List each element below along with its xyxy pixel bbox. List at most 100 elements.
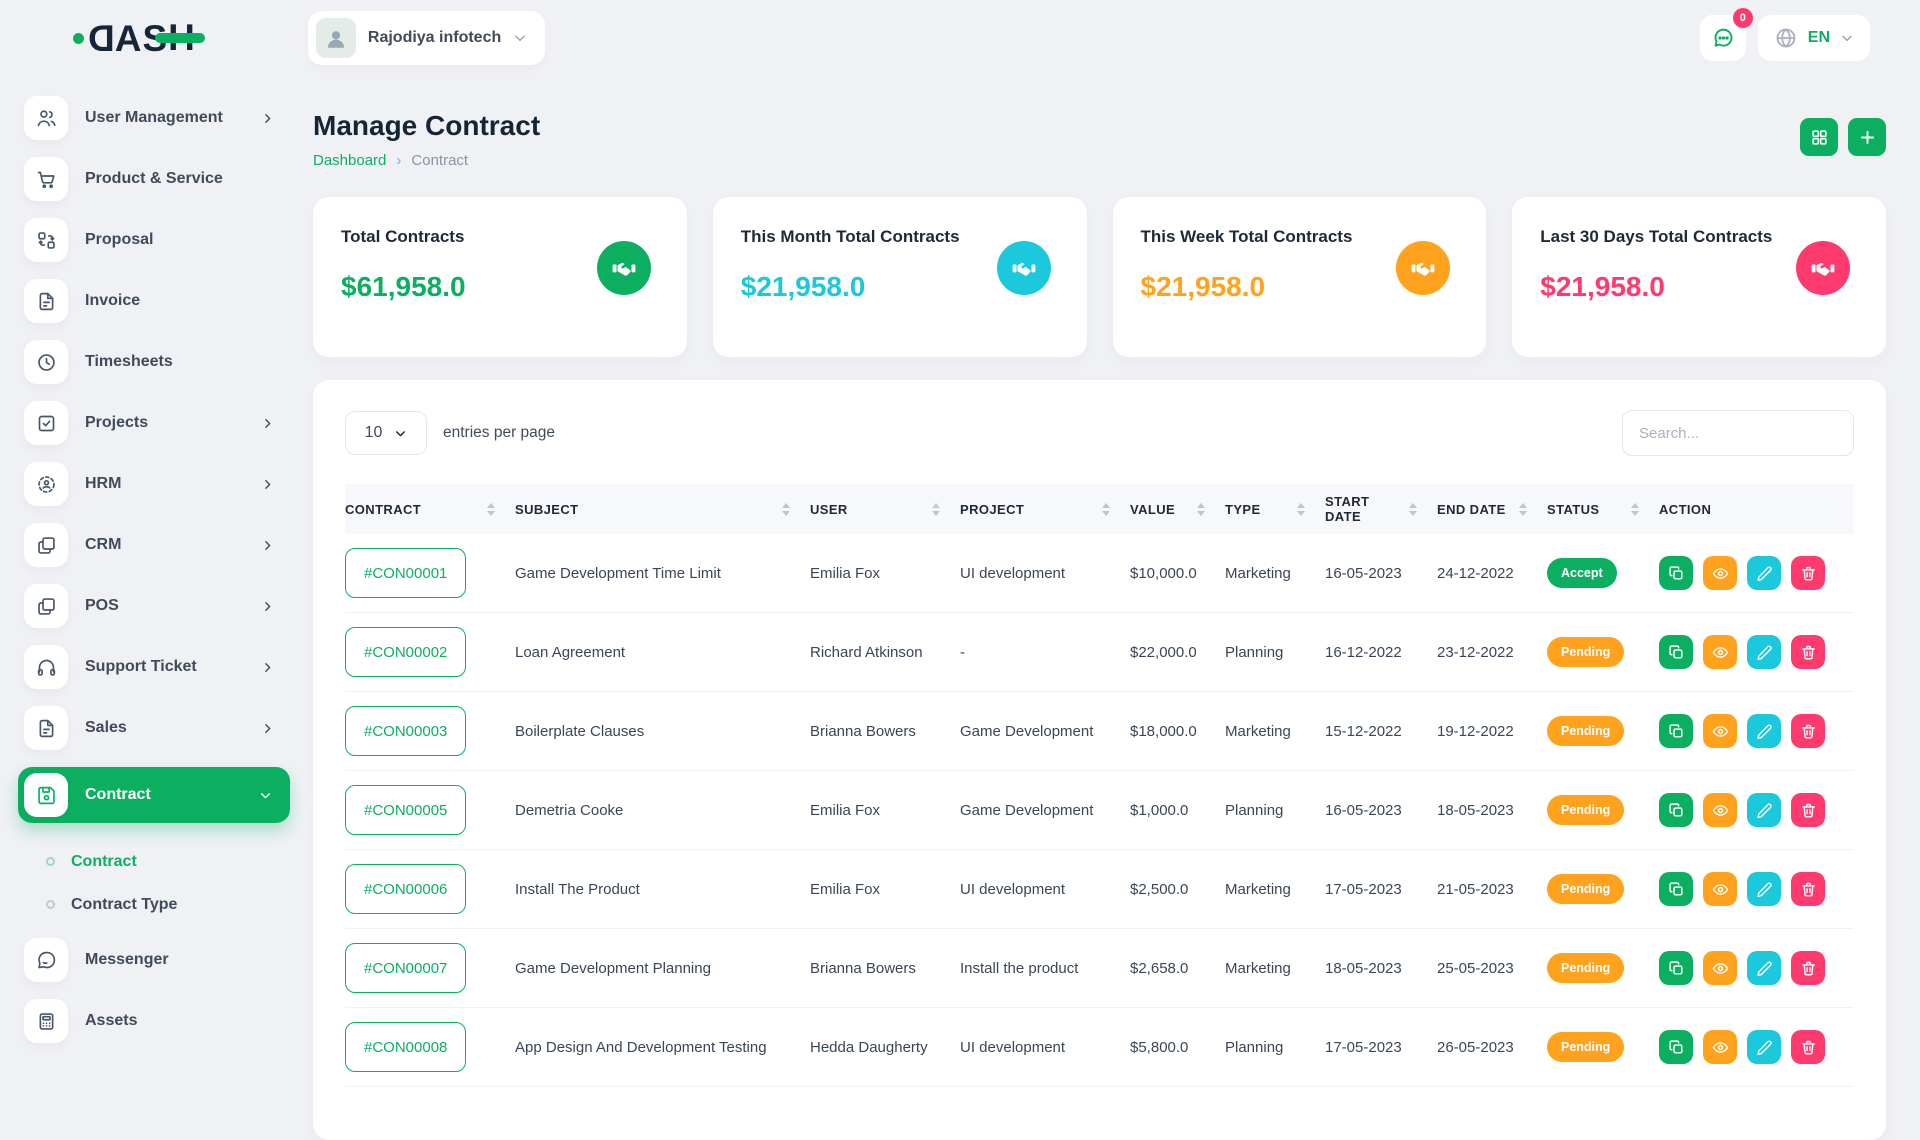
- cell-text: 16-05-2023: [1325, 565, 1402, 582]
- language-selector[interactable]: EN: [1758, 15, 1870, 61]
- view-button[interactable]: [1703, 635, 1737, 669]
- delete-button[interactable]: [1791, 1030, 1825, 1064]
- cell-text: Game Development Time Limit: [515, 565, 721, 582]
- company-selector[interactable]: Rajodiya infotech: [308, 11, 545, 65]
- delete-button[interactable]: [1791, 714, 1825, 748]
- sidebar-item-sales[interactable]: Sales: [24, 706, 290, 750]
- sidebar-subitem-contract[interactable]: Contract: [46, 840, 305, 883]
- column-header-action: ACTION: [1659, 502, 1854, 517]
- search-input[interactable]: [1622, 410, 1854, 456]
- contract-id-link[interactable]: #CON00005: [345, 785, 466, 835]
- column-header-value[interactable]: VALUE: [1130, 502, 1225, 517]
- delete-button[interactable]: [1791, 556, 1825, 590]
- contract-id-link[interactable]: #CON00007: [345, 943, 466, 993]
- sidebar-item-assets[interactable]: Assets: [24, 999, 290, 1043]
- sidebar-item-pos[interactable]: POS: [24, 584, 290, 628]
- copy-button[interactable]: [1659, 951, 1693, 985]
- sidebar-item-crm[interactable]: CRM: [24, 523, 290, 567]
- sidebar-item-support-ticket[interactable]: Support Ticket: [24, 645, 290, 689]
- chevron-down-icon: [394, 427, 407, 440]
- file-icon-box: [24, 279, 68, 323]
- sidebar-item-projects[interactable]: Projects: [24, 401, 290, 445]
- copy-button[interactable]: [1659, 556, 1693, 590]
- contract-id-link[interactable]: #CON00003: [345, 706, 466, 756]
- edit-icon: [1756, 960, 1773, 977]
- edit-button[interactable]: [1747, 1030, 1781, 1064]
- view-button[interactable]: [1703, 872, 1737, 906]
- column-header-type[interactable]: TYPE: [1225, 502, 1325, 517]
- column-header-user[interactable]: USER: [810, 502, 960, 517]
- view-icon: [1712, 644, 1729, 661]
- sidebar-item-user-management[interactable]: User Management: [24, 96, 290, 140]
- copy-button[interactable]: [1659, 793, 1693, 827]
- cell-type: Marketing: [1225, 565, 1325, 582]
- sort-asc-icon: [1197, 503, 1205, 508]
- breadcrumb-dashboard-link[interactable]: Dashboard: [313, 152, 386, 169]
- sort-asc-icon: [1297, 503, 1305, 508]
- edit-button[interactable]: [1747, 556, 1781, 590]
- sidebar-item-label: Projects: [85, 414, 148, 432]
- table-row: #CON00005Demetria CookeEmilia FoxGame De…: [345, 771, 1854, 850]
- entries-per-page-select[interactable]: 10: [345, 411, 427, 455]
- copy-button[interactable]: [1659, 635, 1693, 669]
- sidebar-item-messenger[interactable]: Messenger: [24, 938, 290, 982]
- edit-button[interactable]: [1747, 714, 1781, 748]
- add-contract-button[interactable]: [1848, 118, 1886, 156]
- view-button[interactable]: [1703, 556, 1737, 590]
- contract-id-link[interactable]: #CON00002: [345, 627, 466, 677]
- contract-id-link[interactable]: #CON00001: [345, 548, 466, 598]
- headphones-icon: [36, 657, 57, 678]
- column-header-contract[interactable]: CONTRACT: [345, 502, 515, 517]
- sort-arrows-icon: [932, 503, 940, 516]
- sidebar-subitem-contract-type[interactable]: Contract Type: [46, 883, 305, 926]
- delete-button[interactable]: [1791, 951, 1825, 985]
- column-header-project[interactable]: PROJECT: [960, 502, 1130, 517]
- edit-icon: [1756, 1039, 1773, 1056]
- copy-icon: [1668, 1039, 1685, 1056]
- delete-button[interactable]: [1791, 793, 1825, 827]
- column-header-subject[interactable]: SUBJECT: [515, 502, 810, 517]
- sort-asc-icon: [1631, 503, 1639, 508]
- contract-id-link[interactable]: #CON00008: [345, 1022, 466, 1072]
- cell-user: Brianna Bowers: [810, 960, 960, 977]
- edit-button[interactable]: [1747, 793, 1781, 827]
- view-button[interactable]: [1703, 793, 1737, 827]
- copy-button[interactable]: [1659, 714, 1693, 748]
- edit-button[interactable]: [1747, 872, 1781, 906]
- delete-button[interactable]: [1791, 872, 1825, 906]
- edit-button[interactable]: [1747, 951, 1781, 985]
- view-button[interactable]: [1703, 714, 1737, 748]
- copy-button[interactable]: [1659, 1030, 1693, 1064]
- status-badge: Accept: [1547, 558, 1617, 588]
- edit-button[interactable]: [1747, 635, 1781, 669]
- column-header-start-date[interactable]: START DATE: [1325, 494, 1437, 524]
- column-header-label: PROJECT: [960, 502, 1024, 517]
- handshake-icon-circle: [597, 241, 651, 295]
- column-header-end-date[interactable]: END DATE: [1437, 502, 1547, 517]
- contract-id-link[interactable]: #CON00006: [345, 864, 466, 914]
- status-cell: Pending: [1547, 953, 1659, 983]
- sidebar-item-hrm[interactable]: HRM: [24, 462, 290, 506]
- table-row: #CON00008App Design And Development Test…: [345, 1008, 1854, 1087]
- column-header-label: END DATE: [1437, 502, 1506, 517]
- sidebar-item-product-service[interactable]: Product & Service: [24, 157, 290, 201]
- sidebar-item-proposal[interactable]: Proposal: [24, 218, 290, 262]
- sort-asc-icon: [1519, 503, 1527, 508]
- column-header-status[interactable]: STATUS: [1547, 502, 1659, 517]
- view-button[interactable]: [1703, 951, 1737, 985]
- sidebar-item-label: Proposal: [85, 231, 153, 249]
- messages-button[interactable]: 0: [1700, 15, 1746, 61]
- cell-text: UI development: [960, 1039, 1065, 1056]
- cell-text: Demetria Cooke: [515, 802, 623, 819]
- copy-button[interactable]: [1659, 872, 1693, 906]
- save-icon-box: [24, 773, 68, 817]
- delete-button[interactable]: [1791, 635, 1825, 669]
- view-button[interactable]: [1703, 1030, 1737, 1064]
- bullet-circle-icon: [46, 900, 55, 909]
- sidebar-item-timesheets[interactable]: Timesheets: [24, 340, 290, 384]
- sidebar-item-invoice[interactable]: Invoice: [24, 279, 290, 323]
- column-header-label: VALUE: [1130, 502, 1175, 517]
- contract-id-cell: #CON00002: [345, 627, 515, 677]
- grid-view-button[interactable]: [1800, 118, 1838, 156]
- sidebar-item-contract[interactable]: Contract: [18, 767, 290, 823]
